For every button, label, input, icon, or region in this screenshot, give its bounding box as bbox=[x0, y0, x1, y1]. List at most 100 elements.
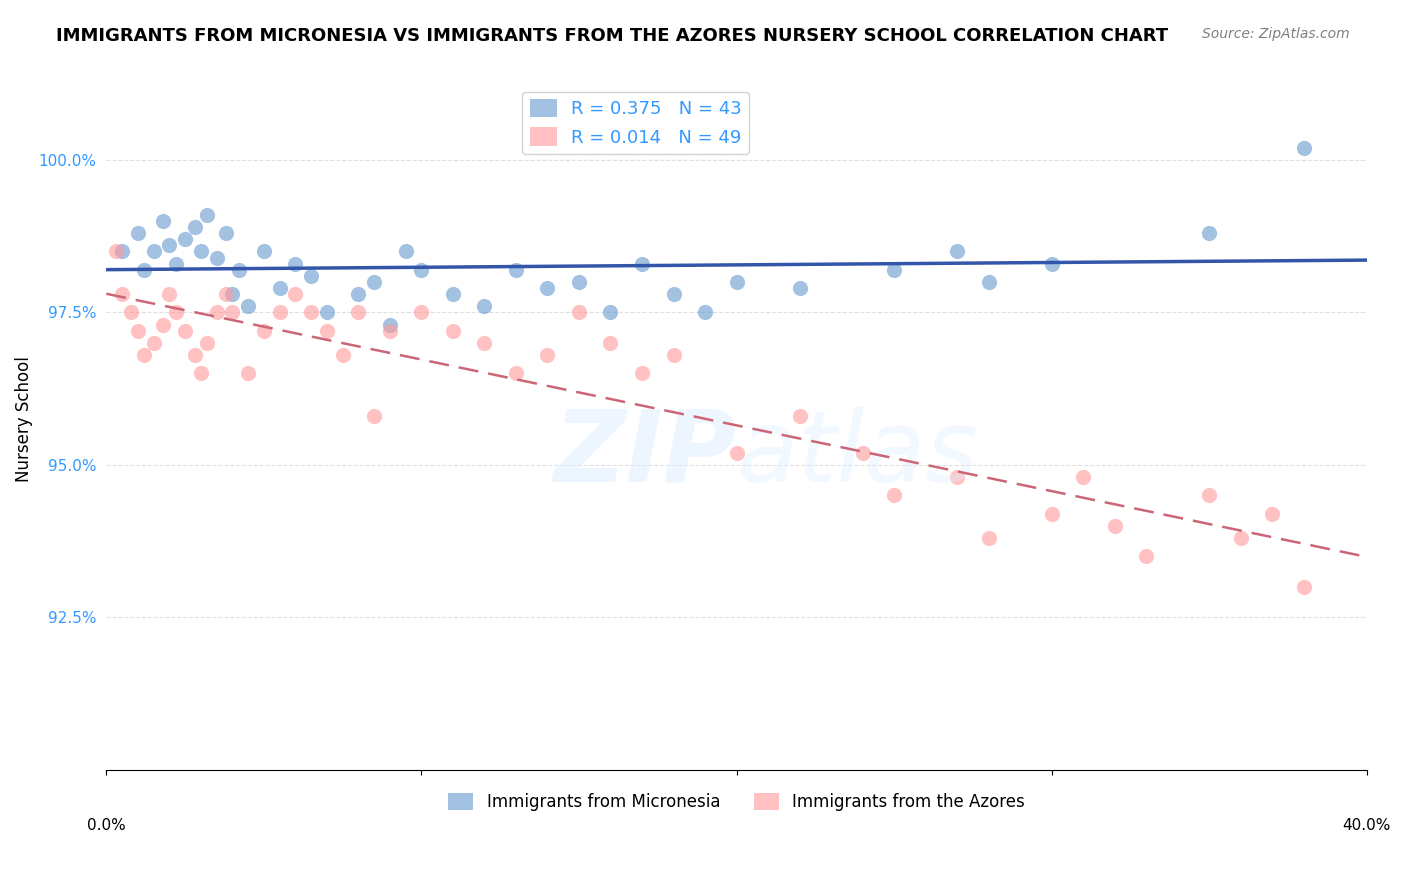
Point bbox=[1261, 507, 1284, 521]
Point bbox=[725, 445, 748, 459]
Point bbox=[977, 531, 1000, 545]
Point bbox=[1071, 470, 1094, 484]
Point bbox=[347, 305, 370, 319]
Point bbox=[946, 244, 969, 259]
Point bbox=[1292, 580, 1315, 594]
Point bbox=[127, 324, 149, 338]
Point bbox=[505, 262, 527, 277]
Point bbox=[269, 305, 291, 319]
Point bbox=[284, 287, 307, 301]
Point bbox=[215, 287, 238, 301]
Point bbox=[631, 257, 654, 271]
Point bbox=[1135, 549, 1157, 564]
Point bbox=[190, 367, 212, 381]
Point bbox=[474, 335, 496, 350]
Point bbox=[789, 409, 811, 423]
Point bbox=[132, 262, 155, 277]
Point bbox=[363, 275, 385, 289]
Point bbox=[165, 257, 187, 271]
Y-axis label: Nursery School: Nursery School bbox=[15, 356, 32, 482]
Point bbox=[363, 409, 385, 423]
Point bbox=[157, 287, 180, 301]
Text: atlas: atlas bbox=[737, 406, 979, 502]
Point bbox=[883, 262, 905, 277]
Point bbox=[378, 324, 401, 338]
Point bbox=[536, 348, 558, 362]
Point bbox=[121, 305, 143, 319]
Point bbox=[946, 470, 969, 484]
Point bbox=[662, 287, 685, 301]
Point bbox=[152, 318, 174, 332]
Point bbox=[411, 262, 433, 277]
Point bbox=[111, 244, 134, 259]
Point bbox=[236, 367, 259, 381]
Point bbox=[205, 305, 228, 319]
Text: IMMIGRANTS FROM MICRONESIA VS IMMIGRANTS FROM THE AZORES NURSERY SCHOOL CORRELAT: IMMIGRANTS FROM MICRONESIA VS IMMIGRANTS… bbox=[56, 27, 1168, 45]
Point bbox=[568, 305, 591, 319]
Point bbox=[599, 335, 621, 350]
Point bbox=[111, 287, 134, 301]
Point bbox=[104, 244, 127, 259]
Point bbox=[852, 445, 875, 459]
Point bbox=[378, 318, 401, 332]
Point bbox=[347, 287, 370, 301]
Point bbox=[132, 348, 155, 362]
Point bbox=[299, 305, 322, 319]
Point bbox=[205, 251, 228, 265]
Point bbox=[725, 275, 748, 289]
Text: 40.0%: 40.0% bbox=[1343, 818, 1391, 833]
Point bbox=[195, 335, 218, 350]
Point bbox=[568, 275, 591, 289]
Point bbox=[299, 268, 322, 283]
Point bbox=[977, 275, 1000, 289]
Point bbox=[1229, 531, 1251, 545]
Point bbox=[142, 335, 165, 350]
Point bbox=[395, 244, 418, 259]
Point bbox=[221, 305, 243, 319]
Point bbox=[142, 244, 165, 259]
Point bbox=[157, 238, 180, 252]
Point bbox=[599, 305, 621, 319]
Point bbox=[332, 348, 354, 362]
Point bbox=[315, 324, 337, 338]
Point bbox=[1040, 507, 1063, 521]
Point bbox=[789, 281, 811, 295]
Point bbox=[1040, 257, 1063, 271]
Text: Source: ZipAtlas.com: Source: ZipAtlas.com bbox=[1202, 27, 1350, 41]
Point bbox=[183, 348, 205, 362]
Point bbox=[411, 305, 433, 319]
Point bbox=[215, 226, 238, 240]
Point bbox=[693, 305, 716, 319]
Point bbox=[1198, 488, 1220, 502]
Point bbox=[315, 305, 337, 319]
Point bbox=[441, 287, 464, 301]
Text: 0.0%: 0.0% bbox=[87, 818, 125, 833]
Point bbox=[127, 226, 149, 240]
Point bbox=[662, 348, 685, 362]
Point bbox=[1198, 226, 1220, 240]
Point bbox=[269, 281, 291, 295]
Point bbox=[536, 281, 558, 295]
Point bbox=[474, 299, 496, 313]
Point bbox=[195, 208, 218, 222]
Point bbox=[221, 287, 243, 301]
Point bbox=[505, 367, 527, 381]
Point bbox=[165, 305, 187, 319]
Point bbox=[441, 324, 464, 338]
Point bbox=[253, 324, 276, 338]
Point bbox=[236, 299, 259, 313]
Text: ZIP: ZIP bbox=[554, 406, 737, 502]
Legend: Immigrants from Micronesia, Immigrants from the Azores: Immigrants from Micronesia, Immigrants f… bbox=[441, 786, 1032, 817]
Point bbox=[183, 220, 205, 235]
Point bbox=[190, 244, 212, 259]
Point bbox=[174, 232, 197, 246]
Point bbox=[1292, 141, 1315, 155]
Point bbox=[1104, 518, 1126, 533]
Point bbox=[883, 488, 905, 502]
Point bbox=[284, 257, 307, 271]
Point bbox=[174, 324, 197, 338]
Point bbox=[228, 262, 250, 277]
Point bbox=[152, 214, 174, 228]
Point bbox=[253, 244, 276, 259]
Point bbox=[631, 367, 654, 381]
